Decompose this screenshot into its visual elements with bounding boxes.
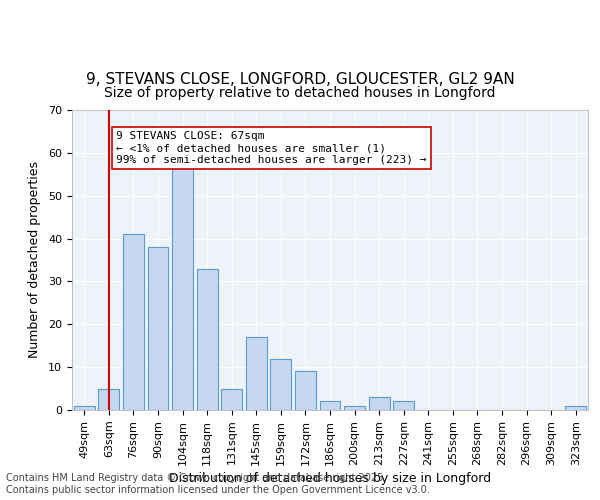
Bar [221,388,242,410]
Bar [344,406,365,410]
Bar [565,406,586,410]
Bar [295,372,316,410]
Bar [123,234,144,410]
Text: 9, STEVANS CLOSE, LONGFORD, GLOUCESTER, GL2 9AN: 9, STEVANS CLOSE, LONGFORD, GLOUCESTER, … [86,72,514,88]
Text: Contains HM Land Registry data © Crown copyright and database right 2025.
Contai: Contains HM Land Registry data © Crown c… [6,474,430,495]
Bar [271,358,292,410]
Bar [368,397,389,410]
Bar [246,337,267,410]
Bar [74,406,95,410]
Bar [148,247,169,410]
Y-axis label: Number of detached properties: Number of detached properties [28,162,41,358]
Bar [98,388,119,410]
Bar [172,166,193,410]
Bar [197,268,218,410]
X-axis label: Distribution of detached houses by size in Longford: Distribution of detached houses by size … [169,472,491,485]
Bar [320,402,340,410]
Text: 9 STEVANS CLOSE: 67sqm
← <1% of detached houses are smaller (1)
99% of semi-deta: 9 STEVANS CLOSE: 67sqm ← <1% of detached… [116,132,427,164]
Bar [393,402,414,410]
Text: Size of property relative to detached houses in Longford: Size of property relative to detached ho… [104,86,496,100]
